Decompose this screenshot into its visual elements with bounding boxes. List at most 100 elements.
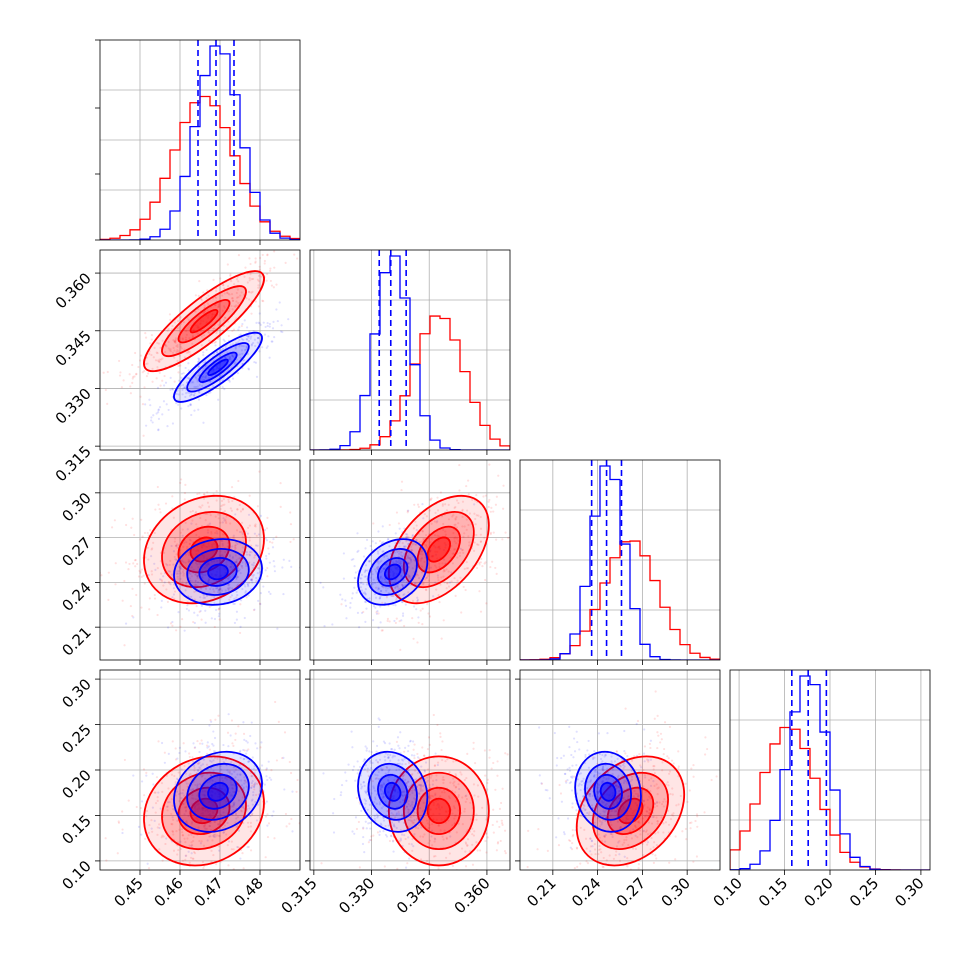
- scatter-point: [652, 861, 655, 864]
- scatter-point: [254, 344, 257, 348]
- scatter-point: [618, 839, 621, 843]
- scatter-point: [399, 574, 403, 577]
- scatter-point: [181, 388, 184, 391]
- scatter-point: [216, 559, 219, 563]
- scatter-point: [193, 746, 197, 749]
- scatter-point: [141, 402, 145, 406]
- scatter-point: [573, 750, 577, 753]
- scatter-point: [208, 780, 211, 783]
- scatter-point: [267, 335, 270, 338]
- scatter-point: [234, 305, 237, 308]
- scatter-point: [674, 835, 677, 838]
- scatter-point: [237, 914, 239, 916]
- scatter-point: [179, 364, 182, 367]
- scatter-point: [183, 794, 186, 797]
- scatter-point: [634, 834, 637, 837]
- scatter-point: [173, 340, 177, 343]
- scatter-point: [699, 880, 701, 882]
- scatter-point: [154, 568, 157, 571]
- scatter-point: [669, 792, 672, 796]
- scatter-point: [433, 840, 436, 843]
- scatter-point: [408, 562, 411, 565]
- scatter-point: [398, 768, 401, 771]
- scatter-point: [243, 749, 246, 752]
- scatter-point: [410, 545, 413, 548]
- scatter-point: [212, 835, 216, 838]
- scatter-point: [394, 565, 397, 568]
- scatter-point: [219, 813, 223, 817]
- scatter-point: [475, 841, 478, 844]
- scatter-point: [660, 738, 663, 741]
- scatter-point: [472, 834, 476, 837]
- scatter-point: [483, 536, 486, 539]
- scatter-point: [282, 558, 285, 561]
- scatter-point: [386, 617, 390, 620]
- contour-series-0: [143, 755, 265, 867]
- scatter-point: [453, 780, 456, 783]
- scatter-point: [173, 590, 177, 593]
- scatter-point: [370, 548, 374, 552]
- scatter-point: [587, 766, 591, 769]
- scatter-point: [217, 823, 220, 826]
- scatter-point: [403, 545, 406, 548]
- scatter-point: [234, 513, 237, 516]
- scatter-point: [615, 750, 619, 753]
- scatter-point: [218, 612, 221, 615]
- scatter-point: [196, 769, 200, 773]
- scatter-point: [384, 772, 387, 775]
- scatter-point: [634, 792, 638, 795]
- scatter-point: [216, 366, 219, 370]
- scatter-point: [207, 810, 210, 813]
- scatter-point: [382, 795, 385, 798]
- scatter-series-1: [144, 301, 290, 432]
- scatter-point: [429, 794, 432, 797]
- scatter-point: [253, 783, 256, 786]
- scatter-point: [400, 758, 403, 761]
- scatter-point: [230, 297, 234, 300]
- scatter-point: [407, 556, 410, 560]
- scatter-point: [182, 386, 185, 389]
- scatter-point: [266, 566, 269, 570]
- scatter-point: [179, 316, 182, 319]
- scatter-point: [227, 334, 230, 338]
- scatter-point: [191, 787, 195, 791]
- scatter-point: [403, 794, 406, 797]
- scatter-point: [217, 588, 220, 591]
- scatter-point: [624, 707, 627, 710]
- scatter-point: [223, 824, 226, 827]
- scatter-point: [205, 374, 208, 378]
- scatter-point: [433, 534, 437, 537]
- scatter-point: [442, 619, 445, 622]
- scatter-point: [249, 337, 252, 340]
- scatter-point: [636, 793, 640, 796]
- scatter-point: [237, 479, 240, 483]
- scatter-point: [194, 310, 197, 313]
- scatter-point: [653, 765, 656, 768]
- scatter-point: [428, 615, 432, 618]
- scatter-point: [618, 797, 621, 800]
- scatter-point: [484, 578, 487, 582]
- scatter-point: [132, 375, 135, 378]
- scatter-point: [235, 577, 238, 581]
- scatter-point: [215, 296, 218, 299]
- scatter-point: [419, 858, 423, 861]
- scatter-point: [245, 563, 248, 566]
- scatter-point: [202, 807, 206, 810]
- scatter-point: [646, 806, 649, 809]
- scatter-point: [171, 830, 175, 833]
- scatter-point: [246, 583, 250, 586]
- scatter-point: [247, 526, 250, 529]
- scatter-point: [631, 811, 634, 815]
- y-tick-label: 0.20: [58, 766, 94, 802]
- scatter-point: [391, 840, 395, 843]
- scatter-point: [157, 428, 160, 431]
- scatter-point: [383, 568, 386, 571]
- scatter-point: [191, 553, 194, 556]
- scatter-point: [472, 741, 475, 744]
- scatter-point: [200, 604, 203, 607]
- scatter-point: [410, 754, 414, 757]
- scatter-point: [198, 505, 201, 508]
- scatter-point: [440, 818, 443, 821]
- scatter-point: [215, 575, 218, 578]
- scatter-point: [482, 495, 485, 498]
